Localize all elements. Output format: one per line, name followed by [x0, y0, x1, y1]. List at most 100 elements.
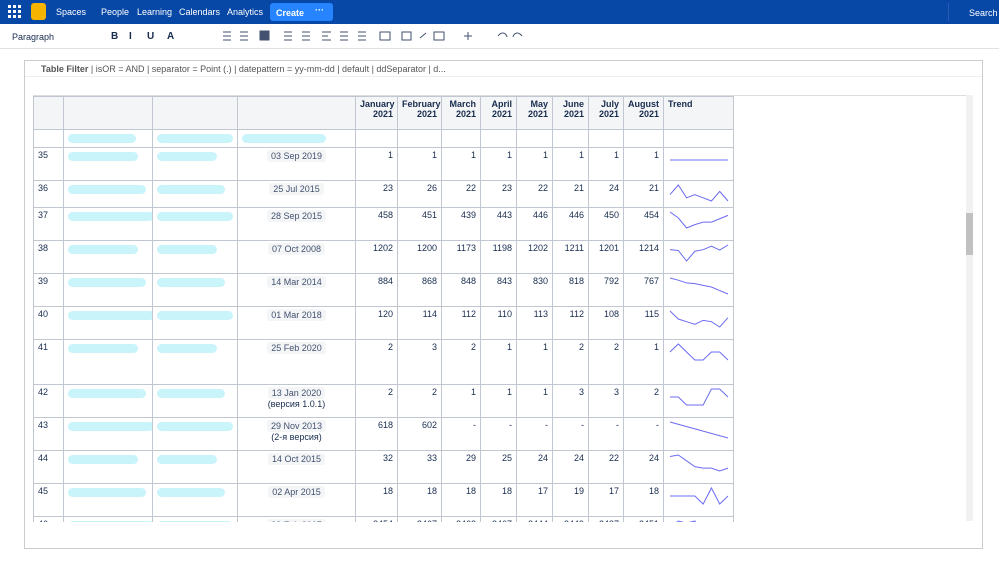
trend-line: [669, 211, 729, 229]
redacted-cell: [63, 483, 153, 517]
value-cell: 602: [397, 417, 442, 451]
macro-title: Table Filter: [41, 64, 89, 74]
trend-cell: [663, 273, 734, 307]
nav-item[interactable]: Learning: [137, 7, 173, 17]
data-row: 37 28 Sep 2015 458 451 439 443 446 446 450 454: [33, 207, 734, 241]
redacted: [157, 212, 233, 221]
value-cell: 1: [552, 147, 589, 181]
value-cell: 767: [623, 273, 664, 307]
trend-line: [669, 310, 729, 328]
value-cell: 1: [441, 147, 481, 181]
cell: [480, 129, 517, 148]
toolbar-icons: [223, 30, 523, 41]
redacted: [68, 455, 138, 464]
value-cell: 843: [480, 273, 517, 307]
create-button[interactable]: Create ···: [270, 3, 333, 21]
cell: [552, 129, 589, 148]
trend-cell: [663, 384, 734, 418]
redacted-cell: [152, 450, 238, 484]
value-cell: 884: [355, 273, 398, 307]
value-cell: -: [480, 417, 517, 451]
value-cell: 618: [355, 417, 398, 451]
value-cell: 830: [516, 273, 553, 307]
value-cell: 1202: [516, 240, 553, 274]
value-cell: 2: [588, 339, 624, 385]
value-cell: 19: [552, 483, 589, 517]
sparkline: [676, 520, 697, 522]
date-cell: 01 Mar 2018: [237, 306, 356, 340]
sparkline: [670, 388, 729, 406]
format-button: A: [167, 31, 175, 42]
value-cell: 792: [588, 273, 624, 307]
date-lozenge: 14 Mar 2014: [267, 276, 326, 288]
nav-item[interactable]: People: [101, 7, 130, 17]
redacted: [68, 152, 138, 161]
data-row: 4628 Feb 2007245424672463246724442449243…: [33, 516, 734, 522]
value-cell: 21: [623, 180, 664, 208]
value-cell: 1: [480, 339, 517, 385]
data-row: 36 25 Jul 2015 23 26 22 23 22 21 24 21: [33, 180, 734, 208]
trend-line: [676, 520, 697, 522]
format-button: U: [147, 31, 155, 42]
header-row: January 2021 February 2021 March 2021 April…: [33, 96, 734, 130]
row-number: 40: [33, 306, 64, 340]
date-lozenge: 29 Nov 2013: [266, 420, 327, 432]
nav-item[interactable]: Analytics: [227, 7, 264, 17]
trend-cell: [663, 339, 734, 385]
value-cell: 454: [623, 207, 664, 241]
value-cell: 23: [355, 180, 398, 208]
row-number: 39: [33, 273, 64, 307]
redacted-cell: [63, 384, 153, 418]
value-cell: 24: [516, 450, 553, 484]
date-lozenge: 01 Mar 2018: [267, 309, 326, 321]
nav-item[interactable]: Spaces: [56, 7, 87, 17]
scrollbar[interactable]: [966, 95, 973, 521]
value-cell: -: [552, 417, 589, 451]
scroll-thumb[interactable]: [966, 213, 973, 255]
format-button: I: [129, 31, 132, 42]
value-cell: 2444: [516, 516, 553, 522]
header-cell: Trend: [663, 96, 734, 130]
value-cell: 18: [441, 483, 481, 517]
apps-icon[interactable]: [8, 5, 22, 19]
search[interactable]: Search: [948, 3, 999, 21]
row-number: 36: [33, 180, 64, 208]
value-cell: 18: [623, 483, 664, 517]
cell: [237, 129, 356, 148]
value-cell: 120: [355, 306, 398, 340]
value-cell: 1: [355, 147, 398, 181]
date-note: (версия 1.0.1): [267, 399, 326, 409]
create-label: Create: [276, 8, 305, 18]
value-cell: 24: [623, 450, 664, 484]
value-cell: 112: [552, 306, 589, 340]
cell: [588, 129, 624, 148]
header-cell: [33, 96, 64, 130]
data-row: 44 14 Oct 2015 32 33 29 25 24 24 22 24: [33, 450, 734, 484]
date-lozenge: 14 Oct 2015: [267, 453, 326, 465]
redacted: [68, 278, 146, 287]
value-cell: 32: [355, 450, 398, 484]
redacted-cell: [152, 207, 238, 241]
date-note: (2-я версия): [271, 432, 322, 442]
row-number: 44: [33, 450, 64, 484]
nav-item[interactable]: Calendars: [179, 7, 221, 17]
data-row: 40 01 Mar 2018 120 114 112 110 113 112 108 115: [33, 306, 734, 340]
date-lozenge: 25 Feb 2020: [267, 342, 326, 354]
value-cell: 1211: [552, 240, 589, 274]
date-lozenge: 13 Jan 2020: [267, 387, 326, 399]
trend-line: [669, 343, 729, 361]
date-lozenge: 07 Oct 2008: [267, 243, 326, 255]
date-cell: 07 Oct 2008: [237, 240, 356, 274]
redacted-cell: [152, 240, 238, 274]
header-cell: May 2021: [516, 96, 553, 130]
value-cell: 443: [480, 207, 517, 241]
redacted-cell: [63, 306, 153, 340]
paragraph-select[interactable]: Paragraph: [12, 32, 55, 42]
redacted-cell: [152, 339, 238, 385]
table-scroll: January 2021 February 2021 March 2021 April…: [33, 95, 973, 522]
logo[interactable]: [31, 3, 46, 20]
value-cell: 2467: [397, 516, 442, 522]
value-cell: 458: [355, 207, 398, 241]
